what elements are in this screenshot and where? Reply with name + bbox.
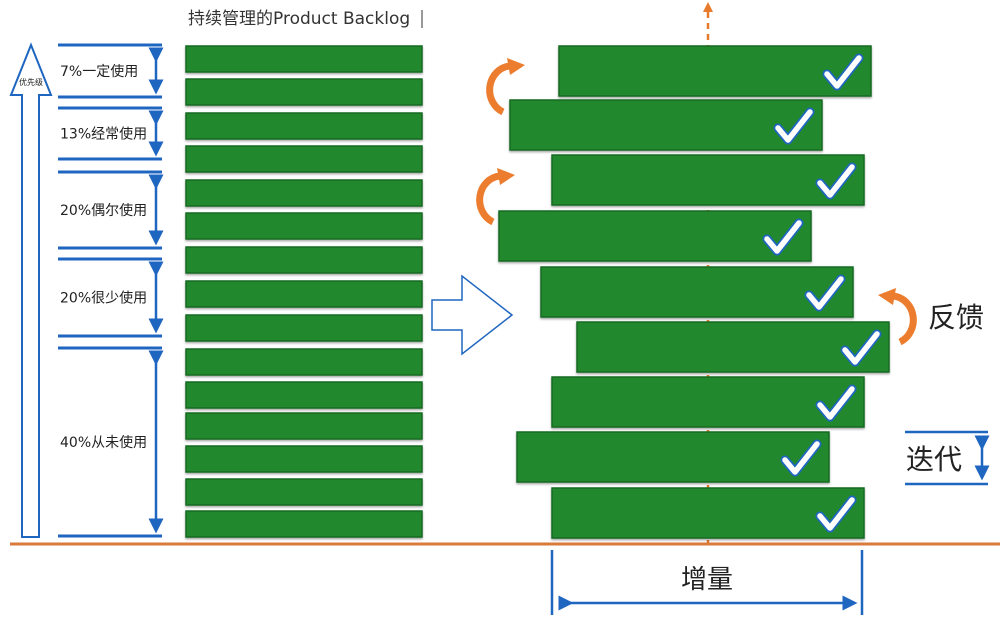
iteration-item (509, 99, 823, 151)
iteration-item (551, 487, 865, 539)
check-icon (817, 497, 855, 531)
iteration-item (516, 431, 830, 483)
backlog-item-bar (185, 445, 423, 473)
priority-arrow: 优先级 (9, 42, 53, 538)
iteration-item-bar (576, 321, 890, 373)
iteration-item-bar (558, 45, 872, 97)
backlog-item-bar (185, 179, 423, 207)
feedback-arrow-heads (497, 58, 896, 305)
dashed-arrow-head (703, 2, 713, 12)
iteration-item (576, 321, 890, 373)
backlog-item-bar (185, 280, 423, 308)
iteration-item-bar (540, 266, 854, 318)
usage-group-label: 7%一定使用 (60, 63, 138, 80)
backlog-item-bar (185, 45, 423, 73)
iteration-item (540, 266, 854, 318)
iteration-item-bar (498, 210, 812, 262)
usage-group-label: 40%从未使用 (60, 434, 147, 451)
backlog-items (185, 45, 423, 538)
iteration-item-bar (551, 487, 865, 539)
check-icon (764, 220, 802, 254)
usage-groups: 7%一定使用 13%经常使用 20%偶尔使用 20%很少使用 40%从未使用 (58, 43, 164, 538)
backlog-item-bar (185, 212, 423, 240)
usage-group-label: 13%经常使用 (60, 126, 147, 143)
backlog-item-bar (185, 412, 423, 440)
check-icon (824, 55, 862, 89)
feedback-label: 反馈 (928, 301, 984, 334)
iteration-label: 迭代 (906, 443, 962, 476)
iteration-item-bar (551, 154, 865, 206)
iteration-item-bar (509, 99, 823, 151)
check-icon (842, 331, 880, 365)
transition-arrow (431, 274, 514, 356)
backlog-item-bar (185, 112, 423, 140)
usage-group-label: 20%很少使用 (60, 290, 147, 307)
iteration-item (551, 376, 865, 428)
diagram-title: 持续管理的Product Backlog (188, 9, 410, 29)
check-icon (806, 276, 844, 310)
backlog-item-bar (185, 314, 423, 342)
iteration-indicator: 迭代 (905, 430, 990, 486)
iteration-item-bar (551, 376, 865, 428)
backlog-item-bar (185, 145, 423, 173)
backlog-item-bar (185, 510, 423, 538)
backlog-item-bar (185, 246, 423, 274)
iteration-items (498, 45, 890, 539)
iteration-item (498, 210, 812, 262)
increment-label: 增量 (681, 565, 733, 595)
iteration-item-bar (516, 431, 830, 483)
check-icon (775, 109, 813, 143)
backlog-item-bar (185, 78, 423, 106)
feedback-arrow-icon (476, 62, 917, 346)
check-icon (817, 164, 855, 198)
priority-label: 优先级 (19, 77, 43, 87)
backlog-item-bar (185, 348, 423, 376)
usage-group-label: 20%偶尔使用 (60, 202, 147, 219)
backlog-item-bar (185, 478, 423, 506)
check-icon (817, 386, 855, 420)
iteration-item (558, 45, 872, 97)
check-icon (782, 441, 820, 475)
increment-indicator: 增量 (550, 550, 864, 615)
backlog-item-bar (185, 381, 423, 409)
iteration-item (551, 154, 865, 206)
